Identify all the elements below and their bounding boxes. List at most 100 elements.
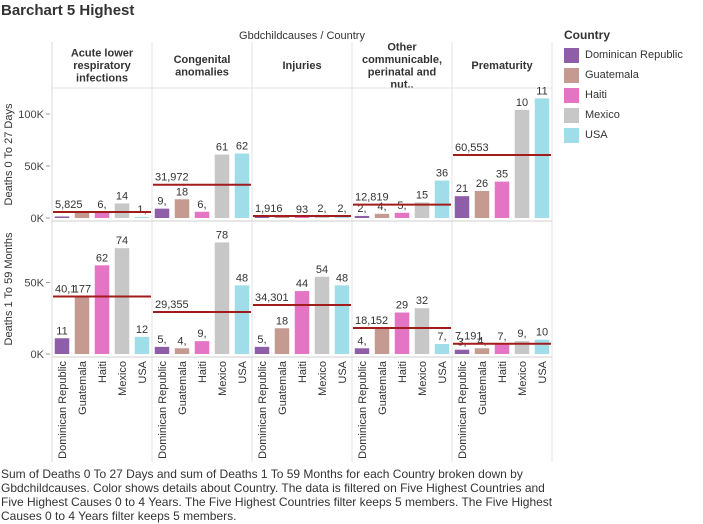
bar-haiti [194,341,210,354]
y-tick-label: 50K [24,277,44,289]
y-tick-label: 100K [18,109,44,121]
y-tick-label: 0K [31,349,45,361]
average-label: 31,972 [155,172,189,184]
x-tick-label-haiti: Haiti [397,361,409,383]
bar-value-label: 14 [116,190,128,202]
bar-value-label: 18 [276,315,288,327]
bar-dominican-republic [354,348,370,354]
x-tick-label-haiti: Haiti [297,361,309,383]
bar-value-label: 36 [436,168,448,180]
bar-usa [134,216,150,218]
legend-item-mexico[interactable]: Mexico [564,105,703,125]
bar-value-label: 21 [456,183,468,195]
average-label: 40,1 [55,284,76,296]
legend: Country Dominican Republic Guatemala Hai… [564,28,703,145]
legend-label: USA [585,129,608,141]
bar-guatemala [74,296,90,354]
bar-dominican-republic [54,338,70,354]
x-tick-label-guatemala: Guatemala [377,360,389,415]
bar-value-label: 78 [216,229,228,241]
bar-value-label: 12 [136,324,148,336]
bar-value-label: 5, [157,334,166,346]
bar-value-label: 4, [357,335,366,347]
bar-guatemala [274,328,290,354]
bar-guatemala [74,211,90,218]
x-tick-label-mexico: Mexico [517,361,529,396]
bar-value-label: 11 [536,85,547,97]
x-tick-label-usa: USA [337,360,349,383]
x-tick-label-mexico: Mexico [217,361,229,396]
average-label: 5,825 [55,199,83,211]
bar-value-label: 10 [536,327,548,339]
average-label: 7,191 [455,331,483,343]
legend-title: Country [564,28,610,42]
bar-usa [334,285,350,354]
column-header-other-communicable-perinatal-and-nut: Other communicable, perinatal and nut.. [362,41,442,91]
bar-mexico [514,109,530,218]
bar-value-label: 61 [216,142,228,154]
bar-guatemala [274,216,290,218]
bar-value-label: 5, [397,200,406,212]
bar-dominican-republic [154,208,170,218]
bar-usa [534,98,550,218]
row-title-deaths-0-to-27-days: Deaths 0 To 27 Days [3,103,15,205]
bar-value-label: 62 [236,141,248,153]
bar-usa [234,153,250,218]
x-tick-label-haiti: Haiti [97,361,109,383]
bar-value-label: 35 [496,169,508,181]
bar-value-label: 4, [177,335,186,347]
x-tick-label-guatemala: Guatemala [177,360,189,415]
x-tick-label-usa: USA [137,360,149,383]
bar-usa [434,180,450,218]
average-label: 12,819 [355,192,389,204]
bar-mexico [314,276,330,354]
bar-haiti [394,312,410,354]
legend-item-dominican-republic[interactable]: Dominican Republic [564,45,703,65]
column-header-prematurity: Prematurity [471,60,533,72]
column-header-congenital-anomalies: Congenital anomalies [174,54,231,79]
average-label: 29,355 [155,299,189,311]
bar-value-label: 15 [416,189,428,201]
legend-swatch [564,67,579,83]
legend-label: Dominican Republic [585,49,683,61]
bar-guatemala [174,348,190,354]
bar-value-label: 1, [137,204,146,216]
bar-dominican-republic [354,215,370,218]
x-tick-label-usa: USA [437,360,449,383]
bar-value-label: 5, [257,334,266,346]
bar-value-label: 44 [296,278,308,290]
y-tick-label: 0K [31,213,45,225]
bar-usa [534,339,550,354]
bar-value-label: 2, [357,203,366,215]
bar-value-label: 52 [376,315,388,327]
average-label: 1,916 [255,203,283,215]
x-tick-label-haiti: Haiti [497,361,509,383]
bar-dominican-republic [54,216,70,218]
legend-item-haiti[interactable]: Haiti [564,85,703,105]
legend-item-usa[interactable]: USA [564,125,703,145]
bar-value-label: 62 [96,252,108,264]
bar-guatemala [374,213,390,218]
column-header-acute-lower-respiratory-infections: Acute lower respiratory infections [71,48,134,85]
bar-value-label: 18 [176,186,188,198]
bar-value-label: 48 [236,272,248,284]
bar-mexico [214,242,230,354]
bar-value-label: 74 [116,235,128,247]
x-tick-label-dominican-republic: Dominican Republic [357,361,369,459]
bar-usa [134,336,150,354]
bar-dominican-republic [454,196,470,218]
bar-value-label: 48 [336,272,348,284]
bar-dominican-republic [254,346,270,354]
bar-guatemala [474,190,490,218]
bar-mexico [414,202,430,218]
x-tick-label-usa: USA [537,360,549,383]
bar-mexico [114,203,130,218]
legend-item-guatemala[interactable]: Guatemala [564,65,703,85]
bar-value-label: 29 [396,300,408,312]
x-tick-label-guatemala: Guatemala [277,360,289,415]
bar-value-label: 7, [437,331,446,343]
bar-value-label: 32 [416,295,428,307]
bar-haiti [494,181,510,218]
legend-swatch [564,127,579,143]
bar-value-label: 6, [97,199,106,211]
